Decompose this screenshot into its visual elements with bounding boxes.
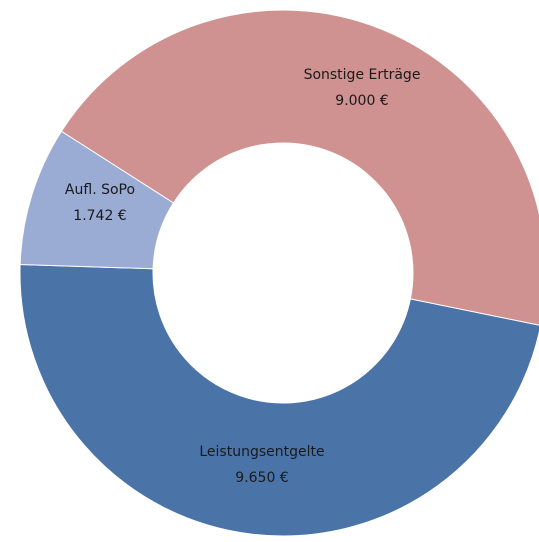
segment-value-label: 9.650 € [235, 470, 288, 486]
segment-label: Aufl. SoPo [65, 182, 135, 198]
segment-value-label: 9.000 € [335, 93, 388, 109]
donut-segment [60, 9, 539, 326]
segment-value-label: 1.742 € [73, 208, 126, 224]
donut-segment [19, 263, 539, 537]
segment-label: Leistungsentgelte [199, 444, 324, 460]
segment-label: Sonstige Erträge [304, 67, 421, 83]
